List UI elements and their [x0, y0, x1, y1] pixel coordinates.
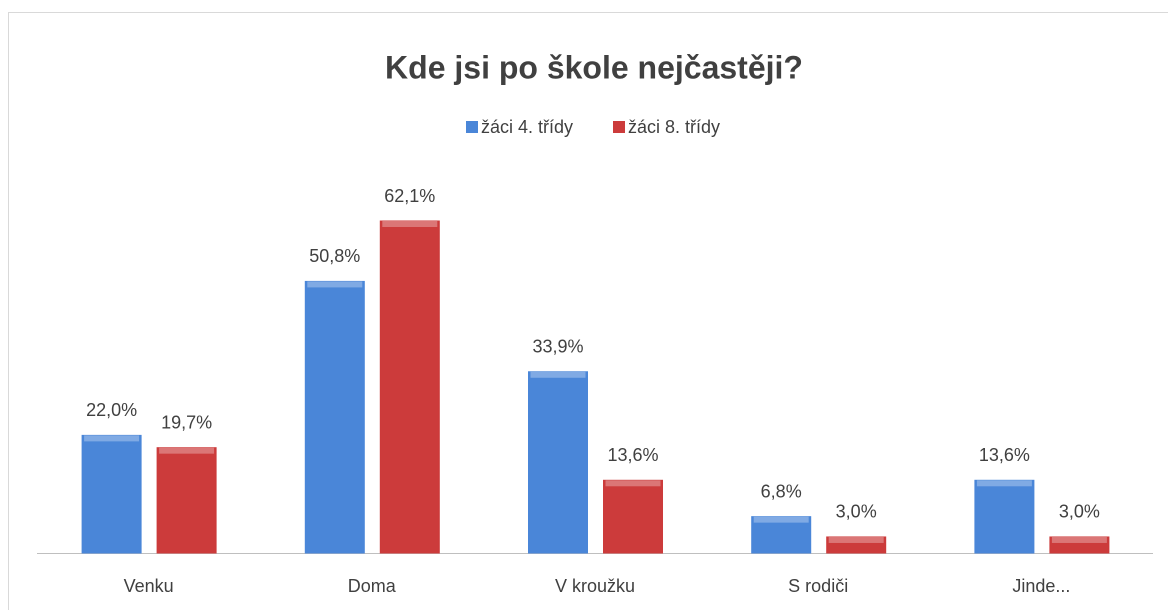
chart-title: Kde jsi po škole nejčastěji? — [385, 49, 803, 85]
bar — [304, 280, 365, 554]
bar — [603, 479, 663, 554]
bar — [826, 536, 887, 554]
bar — [528, 371, 588, 554]
legend-label: žáci 4. třídy — [481, 117, 573, 137]
value-label: 50,8% — [309, 246, 360, 266]
x-tick-label: Venku — [124, 576, 174, 596]
bar — [751, 516, 812, 554]
legend-swatch — [466, 121, 478, 133]
value-label: 19,7% — [161, 412, 212, 432]
x-tick-label: V kroužku — [555, 576, 635, 596]
bar-highlight — [605, 480, 661, 487]
bar-highlight — [753, 516, 809, 523]
bar-highlight — [159, 447, 215, 454]
x-tick-label: Jinde... — [1012, 576, 1070, 596]
legend-swatch — [613, 121, 625, 133]
value-label: 6,8% — [761, 481, 802, 501]
bar-highlight — [976, 480, 1032, 487]
value-label: 62,1% — [384, 186, 435, 206]
bar — [974, 479, 1035, 554]
value-label: 13,6% — [607, 445, 658, 465]
x-tick-label: Doma — [348, 576, 397, 596]
bar-highlight — [307, 281, 363, 288]
value-label: 22,0% — [86, 400, 137, 420]
value-label: 33,9% — [532, 337, 583, 357]
bar-highlight — [828, 536, 884, 543]
value-label: 13,6% — [979, 445, 1030, 465]
bar-highlight — [1051, 536, 1107, 543]
bar-highlight — [84, 435, 140, 442]
x-tick-label: S rodiči — [788, 576, 848, 596]
bar — [156, 447, 217, 554]
bar — [81, 434, 142, 554]
legend-label: žáci 8. třídy — [628, 117, 720, 137]
bar — [379, 220, 440, 554]
bar-highlight — [530, 371, 586, 378]
value-label: 3,0% — [836, 502, 877, 522]
chart-border — [8, 12, 1168, 610]
bar — [1049, 536, 1110, 554]
value-label: 3,0% — [1059, 502, 1100, 522]
bar-highlight — [382, 221, 438, 227]
